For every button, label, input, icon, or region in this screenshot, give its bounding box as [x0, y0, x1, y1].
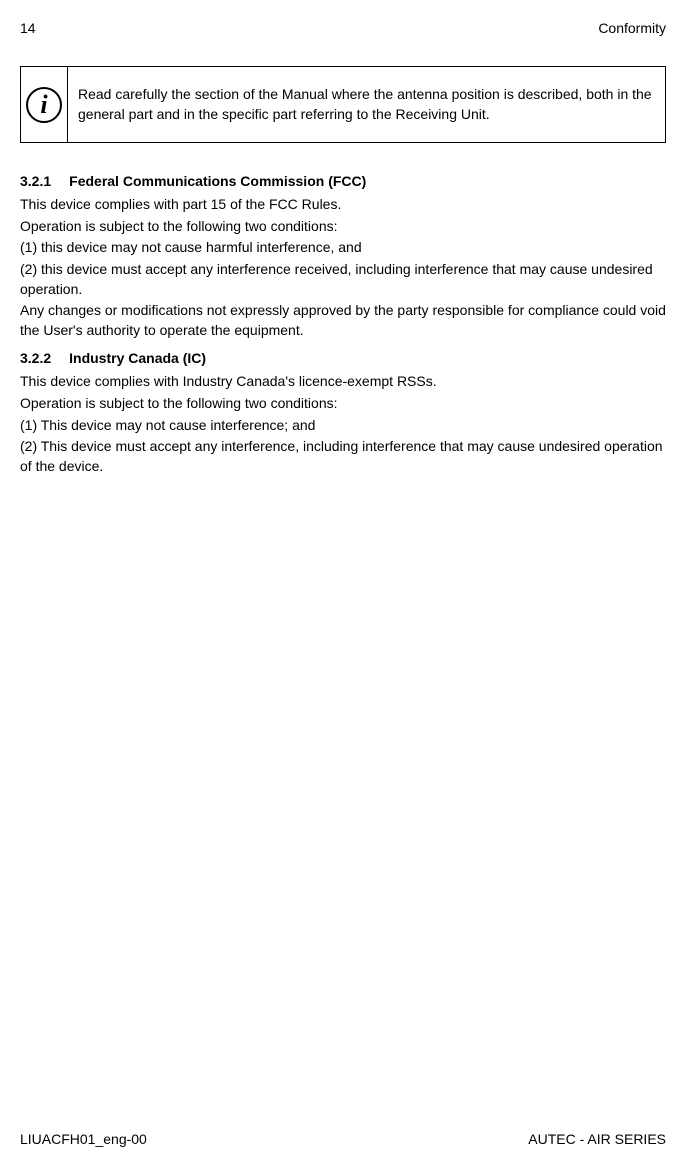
section-321-line: Any changes or modifications not express… [20, 301, 666, 340]
footer-left: LIUACFH01_eng-00 [20, 1131, 147, 1147]
section-321-heading: 3.2.1 Federal Communications Commission (… [20, 173, 666, 189]
section-321-body: This device complies with part 15 of the… [20, 195, 666, 340]
info-icon-cell: i [21, 67, 68, 142]
section-322-line: (2) This device must accept any interfer… [20, 437, 666, 476]
section-322-title: Industry Canada (IC) [69, 350, 206, 366]
section-321-line: (1) this device may not cause harmful in… [20, 238, 666, 258]
section-321-title: Federal Communications Commission (FCC) [69, 173, 366, 189]
header-section: Conformity [598, 20, 666, 36]
section-322-line: This device complies with Industry Canad… [20, 372, 666, 392]
section-321-line: (2) this device must accept any interfer… [20, 260, 666, 299]
section-322-number: 3.2.2 [20, 350, 51, 366]
section-321-line: This device complies with part 15 of the… [20, 195, 666, 215]
page-header: 14 Conformity [20, 20, 666, 36]
section-322-line: Operation is subject to the following tw… [20, 394, 666, 414]
section-321-line: Operation is subject to the following tw… [20, 217, 666, 237]
page-footer: LIUACFH01_eng-00 AUTEC - AIR SERIES [20, 1131, 666, 1147]
section-322-body: This device complies with Industry Canad… [20, 372, 666, 476]
info-box-text: Read carefully the section of the Manual… [68, 67, 665, 142]
footer-right: AUTEC - AIR SERIES [528, 1131, 666, 1147]
page-number: 14 [20, 20, 36, 36]
info-box: i Read carefully the section of the Manu… [20, 66, 666, 143]
section-322-line: (1) This device may not cause interferen… [20, 416, 666, 436]
info-icon: i [26, 87, 62, 123]
section-322-heading: 3.2.2 Industry Canada (IC) [20, 350, 666, 366]
section-321-number: 3.2.1 [20, 173, 51, 189]
